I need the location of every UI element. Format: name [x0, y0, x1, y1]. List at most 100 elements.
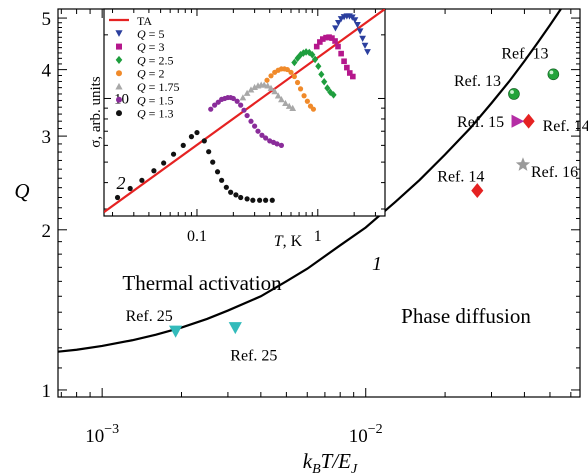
- region-label-phase-diffusion: Phase diffusion: [401, 304, 531, 328]
- inset-data-point: [364, 49, 371, 56]
- inset-data-point: [310, 106, 317, 112]
- inset-data-point: [252, 123, 258, 129]
- inset-data-point: [323, 34, 329, 41]
- inset-data-point: [300, 49, 307, 57]
- inset-data-point: [268, 73, 274, 79]
- inset-data-point: [234, 98, 240, 104]
- y-tick-label: 2: [42, 221, 52, 242]
- reference-point-label: Ref. 14: [437, 169, 484, 186]
- inset-data-point: [269, 197, 275, 203]
- inset-data-point: [228, 189, 234, 195]
- inset-data-point: [294, 79, 301, 86]
- inset-data-point: [304, 98, 310, 104]
- legend-marker: [116, 110, 122, 117]
- inset-data-point: [244, 196, 250, 202]
- inset-data-point: [335, 43, 341, 50]
- reference-point-marker: [511, 114, 525, 128]
- inset-data-point: [351, 17, 359, 24]
- inset-data-point: [361, 42, 369, 49]
- legend-marker: [116, 96, 122, 103]
- inset-data-point: [127, 185, 133, 192]
- inset-data-point: [282, 99, 289, 106]
- legend-label: Q = 3: [137, 40, 164, 54]
- y-tick-label: 3: [42, 127, 52, 148]
- reference-point-label: Ref. 16: [531, 164, 578, 181]
- legend-marker: [116, 70, 122, 77]
- inset-data-point: [241, 107, 247, 113]
- x-tick-label: 10−2: [349, 422, 383, 447]
- inset-data-point: [233, 192, 239, 198]
- inset-data-point: [114, 194, 121, 201]
- legend-ta-label: TA: [137, 14, 152, 28]
- legend-label: Q = 2: [137, 67, 164, 81]
- inset-data-point: [330, 91, 337, 99]
- inset-data-point: [274, 92, 282, 99]
- inset-data-point: [230, 95, 236, 102]
- inset-data-point: [312, 55, 319, 64]
- legend-label: Q = 1.75: [137, 80, 179, 94]
- inset-data-point: [170, 151, 177, 157]
- x-axis-label: kBT/EJ: [303, 449, 358, 476]
- inset-data-point: [278, 142, 285, 148]
- inset-data-point: [210, 159, 216, 165]
- y-tick-label: 5: [42, 9, 52, 30]
- reference-point-label: Ref. 25: [126, 308, 173, 325]
- inset-data-point: [264, 82, 272, 89]
- main-texts: 10−3 10−2 1 2 3 4 5 kBT/EJ Q 1 Thermal activation P…: [14, 9, 588, 476]
- y-tick-label: 1: [42, 381, 52, 402]
- inset-data-point: [180, 142, 186, 148]
- inset-data-point: [139, 177, 145, 183]
- inset-data-point: [350, 73, 356, 80]
- inset-data-point: [151, 168, 157, 174]
- inset-data-point: [244, 112, 250, 119]
- inset-data-point: [335, 20, 342, 27]
- inset-data-point: [332, 38, 338, 44]
- inset-data-point: [223, 184, 229, 190]
- inset-data-point: [257, 197, 263, 203]
- y-axis-label: Q: [14, 179, 29, 203]
- inset-data-point: [289, 104, 297, 111]
- inset-data-point: [208, 106, 214, 112]
- reference-point-label: Ref. 15: [457, 114, 504, 131]
- legend-label: Q = 5: [137, 27, 164, 41]
- main-reference-points: [169, 68, 560, 338]
- inset-data-point: [313, 43, 320, 50]
- inset-data-point: [188, 134, 195, 140]
- inset-data-point: [291, 73, 297, 80]
- inset-data-point: [214, 169, 221, 175]
- legend-marker: [116, 43, 122, 50]
- inset-data-point: [329, 35, 335, 41]
- legend-label: Q = 2.5: [137, 53, 173, 67]
- x-tick-label: 10−3: [85, 422, 119, 447]
- region-label-thermal-activation: Thermal activation: [122, 271, 282, 295]
- inset-data-point: [264, 77, 270, 83]
- legend-marker: [115, 30, 123, 37]
- inset-data-point: [251, 83, 258, 91]
- reference-point-marker: [522, 113, 535, 129]
- inset-data-point: [338, 50, 344, 57]
- inset-data-point: [344, 64, 350, 71]
- inset-data-point: [248, 118, 254, 124]
- inset-y-axis-label: σ, arb. units: [88, 76, 104, 148]
- inset-data-point: [309, 50, 316, 59]
- reference-point-marker: [471, 183, 484, 198]
- inset-x-tick-label: 1: [314, 228, 322, 245]
- inset-data-point: [267, 84, 275, 91]
- inset-data-point: [206, 149, 212, 155]
- inset-data-point: [239, 94, 247, 101]
- inset-data-point: [212, 102, 218, 108]
- inset-data-point: [318, 70, 325, 79]
- reference-point-marker: [228, 322, 242, 335]
- inset-data-point: [201, 138, 207, 144]
- reference-point-label: Ref. 13: [454, 73, 501, 90]
- inset-data-point: [263, 197, 269, 203]
- reference-point-marker: [169, 325, 183, 338]
- inset-data-point: [219, 177, 225, 183]
- inset-legend: TAQ = 5Q = 3Q = 2.5Q = 2Q = 1.75Q = 1.5Q…: [109, 14, 179, 121]
- inset-data-point: [247, 86, 255, 93]
- inset-data-point: [161, 160, 167, 166]
- inset-data-point: [301, 93, 307, 99]
- reference-point-marker: [515, 157, 531, 171]
- inset-data-point: [341, 58, 347, 65]
